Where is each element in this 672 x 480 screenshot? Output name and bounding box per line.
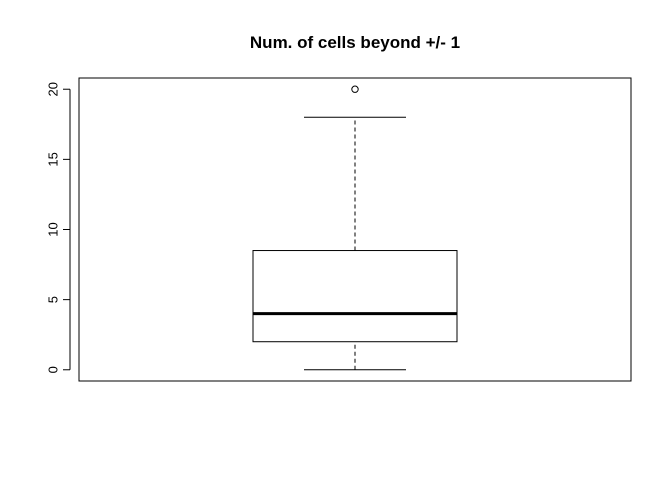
iqr-box xyxy=(252,250,458,343)
plot-frame xyxy=(78,77,632,382)
outlier-point xyxy=(351,85,359,93)
box-group xyxy=(252,85,458,371)
y-tick-label: 15 xyxy=(45,152,60,166)
y-axis: 0 5 10 15 20 xyxy=(45,82,71,373)
y-tick-label: 10 xyxy=(45,222,60,236)
chart-title: Num. of cells beyond +/- 1 xyxy=(250,33,460,52)
y-tick-label: 0 xyxy=(45,366,60,373)
y-tick-label: 5 xyxy=(45,296,60,303)
y-tick-label: 20 xyxy=(45,82,60,96)
